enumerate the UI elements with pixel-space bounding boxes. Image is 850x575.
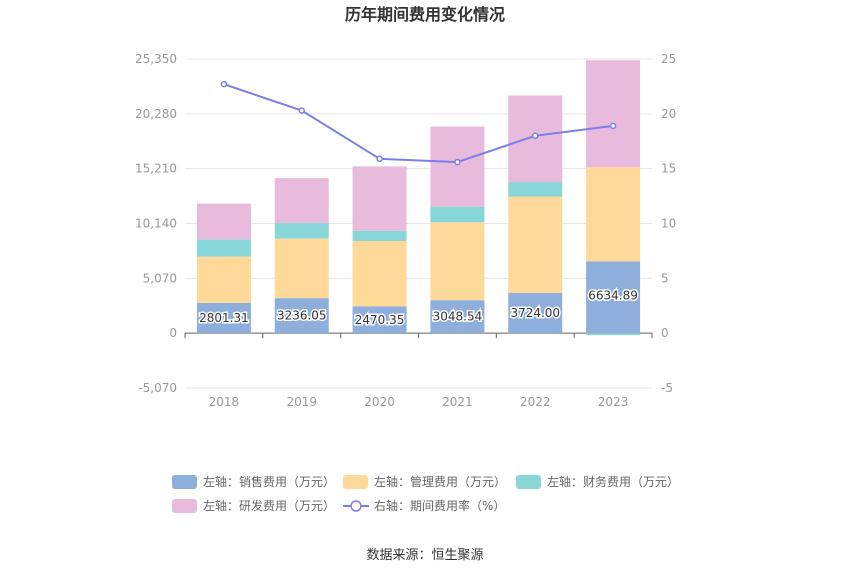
legend-label: 左轴：财务费用（万元） [547, 474, 679, 489]
rate-point [454, 158, 461, 166]
bar-segment [274, 298, 329, 334]
data-label: 2470.35 [355, 313, 405, 327]
data-label: 3048.54 [433, 310, 483, 324]
rate-point [220, 80, 228, 88]
legend-swatch [516, 475, 541, 489]
x-tick-label: 2021 [442, 395, 473, 409]
left-tick-label: 20,280 [135, 107, 177, 121]
bars: 2801.31 3236.05 2470.35 3048.54 3724.00 6634.… [196, 60, 641, 336]
left-tick-label: 25,350 [135, 52, 177, 66]
legend-label: 左轴：销售费用（万元） [203, 474, 335, 489]
data-label: 2801.31 [199, 311, 249, 325]
right-tick-label: 20 [661, 107, 676, 121]
bar-segment [352, 166, 407, 231]
bar-segment [430, 300, 485, 334]
bar-segment [274, 238, 329, 299]
right-tick-label: 15 [661, 162, 676, 176]
x-tick-label: 2022 [520, 395, 551, 409]
data-label: 3724.00 [510, 306, 560, 320]
right-tick-label: 10 [661, 217, 676, 231]
x-tick-label: 2023 [598, 395, 629, 409]
x-tick-label: 2019 [286, 395, 317, 409]
bar-segment [586, 167, 641, 262]
bar-segment [352, 241, 407, 307]
right-tick-label: 0 [661, 326, 669, 340]
legend-swatch [343, 475, 368, 489]
legend: 左轴：销售费用（万元） 左轴：管理费用（万元） 左轴：财务费用（万元） 左轴：研发费用… [172, 474, 679, 513]
left-tick-label: 15,210 [135, 162, 177, 176]
rate-line [220, 80, 617, 166]
bar-segment [274, 223, 329, 239]
bar-segment [196, 256, 251, 303]
legend-label: 左轴：管理费用（万元） [374, 474, 506, 489]
x-tick-label: 2020 [364, 395, 395, 409]
legend-swatch-marker [350, 500, 362, 512]
rate-polyline [223, 83, 614, 164]
x-tick-label: 2018 [209, 395, 240, 409]
legend-label: 右轴：期间费用率（%） [374, 498, 505, 513]
legend-swatch [172, 499, 197, 513]
rate-point [376, 155, 383, 163]
bar-segment [508, 292, 563, 334]
rate-point [298, 107, 305, 114]
bar-segment [274, 178, 329, 224]
bar-segment [352, 230, 407, 242]
rate-point [609, 122, 617, 130]
rate-point [532, 132, 539, 140]
bar-segment [508, 196, 563, 293]
legend-swatch [172, 475, 197, 489]
bar-segment [508, 182, 563, 197]
bar-segment [196, 302, 251, 334]
right-tick-label: -5 [661, 381, 673, 395]
bar-segment [586, 333, 641, 336]
data-label: 6634.89 [588, 288, 638, 302]
right-axis: 25 20 15 10 5 0 -5 [661, 52, 676, 395]
data-label: 3236.05 [277, 309, 327, 323]
x-axis: 2018 2019 2020 2021 2022 2023 [184, 333, 653, 409]
right-tick-label: 5 [661, 271, 669, 285]
bar-segment [430, 126, 485, 207]
source-note: 数据来源：恒生聚源 [366, 548, 483, 563]
left-tick-label: -5,070 [138, 381, 177, 395]
bar-segment [586, 261, 641, 334]
left-tick-label: 5,070 [143, 271, 177, 285]
grid [185, 58, 652, 389]
left-axis: 25,350 20,280 15,210 10,140 5,070 0 -5,070 [135, 52, 177, 395]
left-tick-label: 10,140 [135, 217, 177, 231]
right-tick-label: 25 [661, 52, 676, 66]
legend-label: 左轴：研发费用（万元） [203, 498, 335, 513]
bar-segment [196, 239, 251, 257]
left-tick-label: 0 [169, 326, 177, 340]
bar-segment [430, 206, 485, 223]
bar-segment [196, 203, 251, 240]
chart-title: 历年期间费用变化情况 [345, 5, 505, 24]
bar-segment [352, 306, 407, 334]
bar-segment [430, 222, 485, 301]
bar-segment [586, 60, 641, 168]
